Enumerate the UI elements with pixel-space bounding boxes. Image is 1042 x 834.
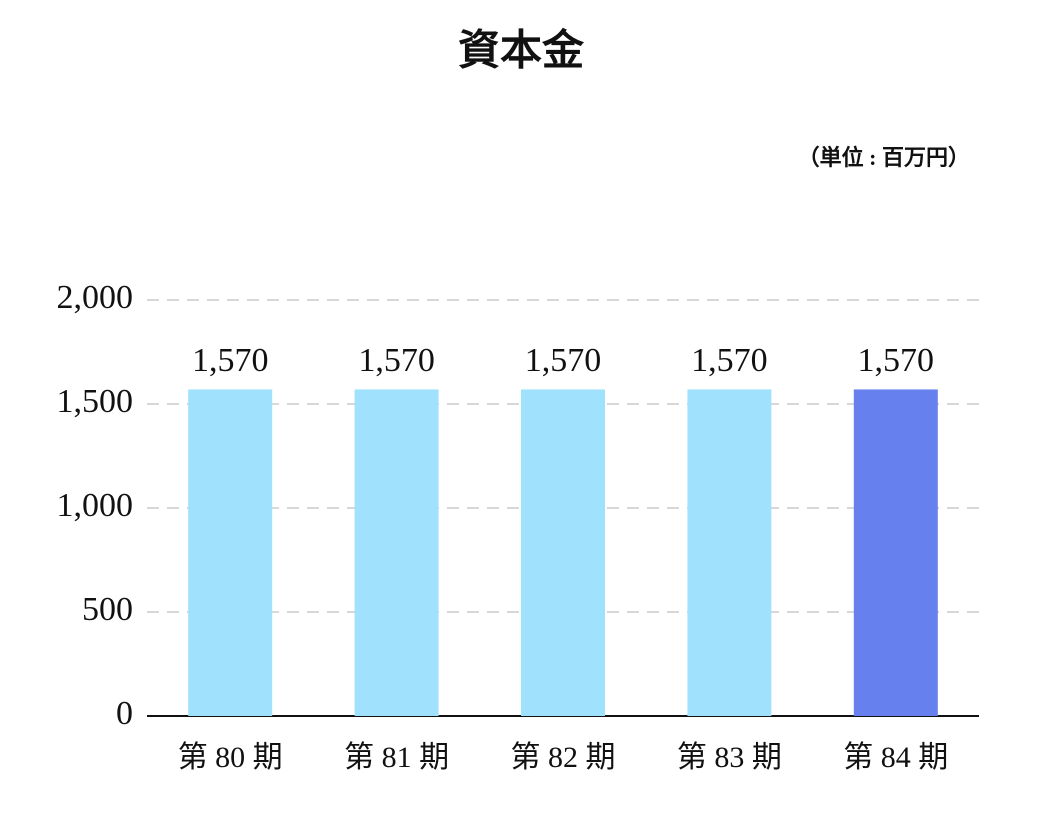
x-tick-label: 第 83 期	[677, 741, 782, 774]
chart-subtitle: （単位 : 百万円）	[798, 145, 970, 170]
bar	[188, 389, 273, 716]
x-tick-label: 第 80 期	[178, 741, 283, 774]
x-tick-label: 第 84 期	[843, 741, 948, 774]
x-tick-label: 第 81 期	[344, 741, 449, 774]
value-label: 1,570	[358, 342, 435, 379]
y-tick-label: 0	[116, 695, 133, 732]
value-label: 1,570	[192, 342, 269, 379]
chart-title: 資本金	[458, 28, 585, 75]
value-label: 1,570	[691, 342, 768, 379]
bar	[521, 389, 605, 716]
bar	[853, 389, 938, 716]
value-label: 1,570	[525, 342, 602, 379]
bar	[687, 389, 772, 716]
x-tick-label: 第 82 期	[511, 741, 616, 774]
y-tick-label: 1,500	[57, 383, 134, 420]
value-label: 1,570	[858, 342, 935, 379]
y-tick-label: 2,000	[57, 279, 134, 316]
y-tick-label: 500	[82, 591, 133, 628]
bar	[354, 389, 439, 716]
y-tick-label: 1,000	[57, 487, 134, 524]
